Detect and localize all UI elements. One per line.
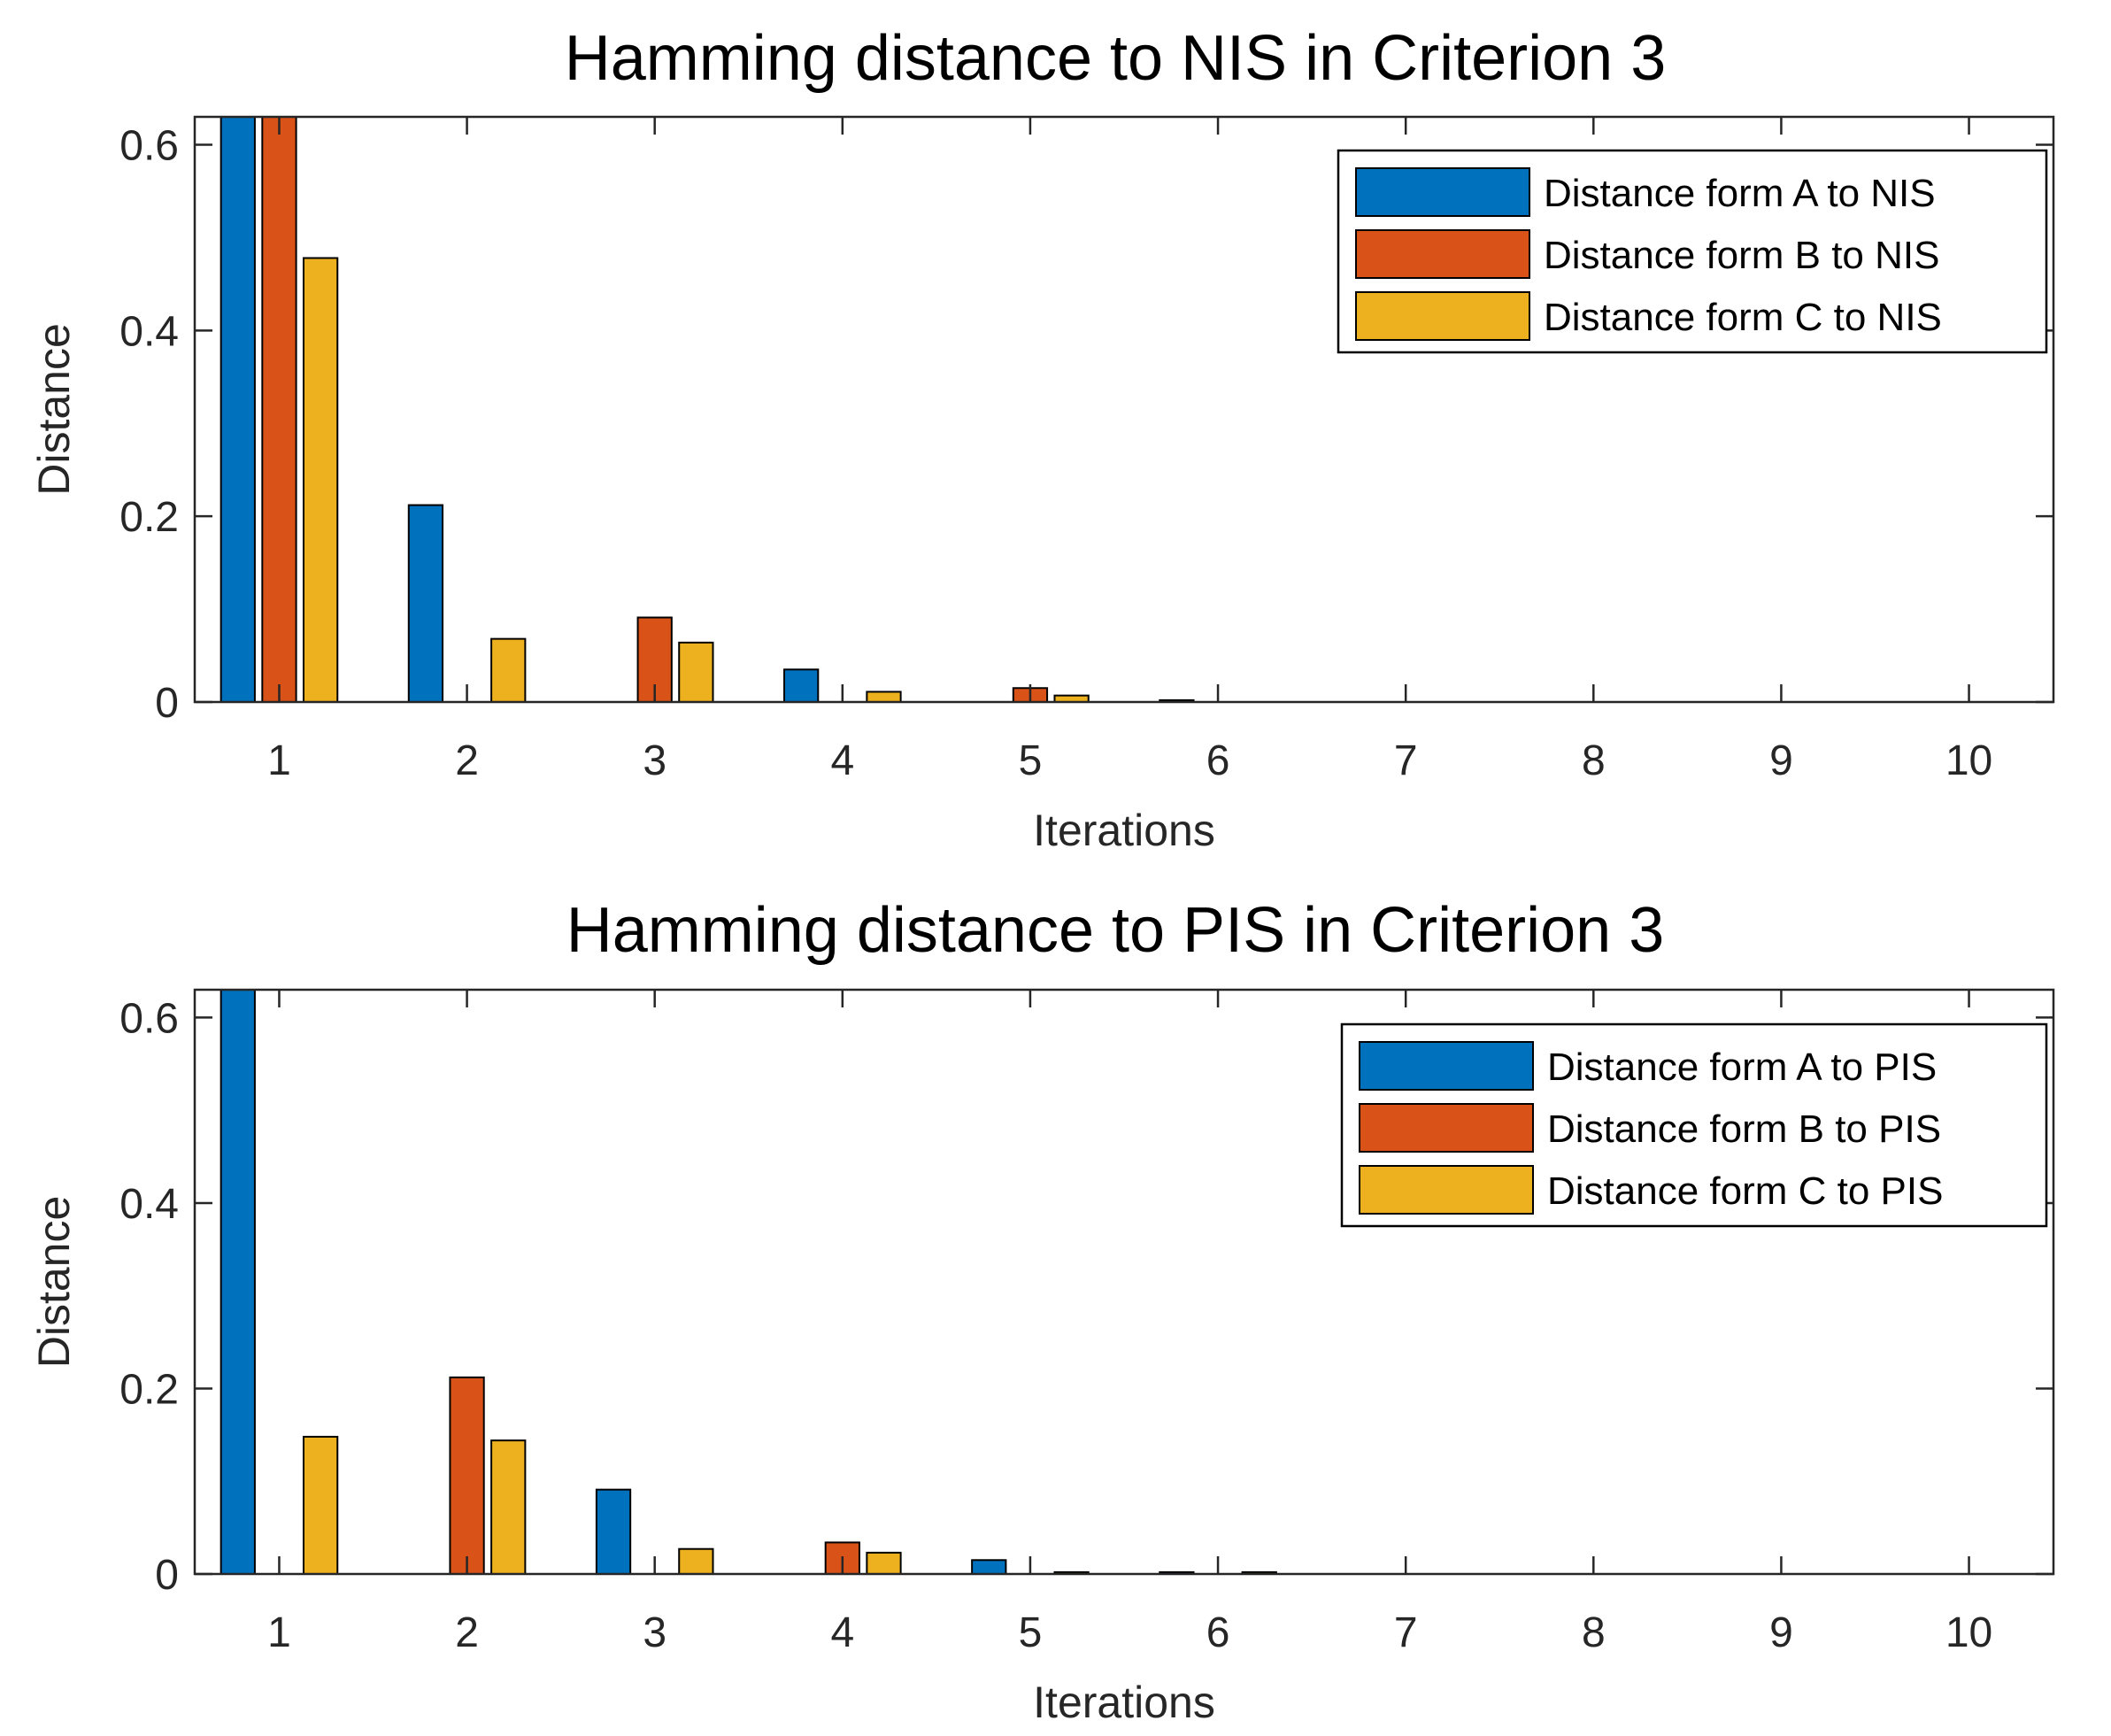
legend: Distance form A to PIS Distance form B to… [1340,1022,2048,1228]
bar-C-iter-5 [1053,694,1090,702]
subplot-1: 0 0.2 0.4 0.6 1 2 3 4 5 6 7 8 9 10 Hamming distance to… [29,23,2055,855]
y-tick-label: 0 [155,680,179,727]
legend-swatch-A [1359,1041,1534,1091]
x-tick-label: 2 [455,1609,479,1656]
bar-C-iter-4 [866,1551,902,1574]
axes-box [193,115,2055,704]
legend-label-C: Distance form C to PIS [1547,1169,1943,1213]
bar-C-iter-3 [678,1547,714,1574]
x-tick-label: 7 [1394,1609,1418,1656]
subplot-2: 0 0.2 0.4 0.6 1 2 3 4 5 6 7 8 9 10 Hamming distance to… [29,895,2055,1727]
bar-C-iter-1 [302,1435,339,1574]
legend-swatch-B [1359,1103,1534,1153]
legend-label-A: Distance form A to PIS [1547,1045,1937,1089]
x-tick-label: 6 [1206,737,1230,784]
legend-label-C: Distance form C to NIS [1544,296,1942,339]
y-tick-label: 0.6 [119,995,179,1042]
x-tick-label: 4 [830,737,854,784]
x-tick-label: 8 [1582,1609,1606,1656]
legend-swatch-A [1355,167,1530,217]
x-tick-label: 10 [1945,737,1992,784]
bar-A-iter-3 [595,1488,632,1574]
y-tick-label: 0.6 [119,122,179,169]
bar-B-iter-2 [449,1376,485,1574]
bar-C-iter-4 [866,691,902,702]
y-tick-label: 0.4 [119,1181,179,1228]
bar-A-iter-1 [220,990,256,1574]
x-tick-label: 9 [1769,737,1793,784]
legend-label-B: Distance form B to PIS [1547,1107,1941,1151]
bar-B-iter-1 [261,117,297,702]
chart-title: Hamming distance to NIS in Criterion 3 [565,23,1667,94]
legend-swatch-C [1359,1165,1534,1215]
x-tick-label: 4 [830,1609,854,1656]
y-tick-label: 0.2 [119,1366,179,1413]
legend-swatch-C [1355,291,1530,341]
bar-A-iter-4 [783,668,820,702]
x-tick-label: 6 [1206,1609,1230,1656]
bar-A-iter-1 [220,117,256,702]
bars [220,117,1195,702]
x-tick-label: 5 [1019,1609,1043,1656]
bar-C-iter-3 [678,641,714,702]
x-tick-label: 3 [643,737,666,784]
x-tick-label: 10 [1945,1609,1992,1656]
chart-title: Hamming distance to PIS in Criterion 3 [566,895,1665,966]
x-axis-label: Iterations [1033,806,1215,855]
bar-C-iter-1 [302,257,339,702]
x-tick-label: 2 [455,737,479,784]
y-tick-label: 0.2 [119,494,179,541]
y-tick-label: 0 [155,1552,179,1599]
x-tick-label: 1 [267,1609,291,1656]
bars [220,990,1277,1574]
x-tick-label: 8 [1582,737,1606,784]
legend-label-B: Distance form B to NIS [1544,234,1939,277]
bar-C-iter-2 [490,637,527,702]
bar-C-iter-2 [490,1439,527,1574]
legend-label-A: Distance form A to NIS [1544,172,1936,215]
x-tick-label: 9 [1769,1609,1793,1656]
legend: Distance form A to NIS Distance form B to… [1337,149,2048,354]
axes-box [193,988,2055,1576]
x-tick-label: 7 [1394,737,1418,784]
x-axis-label: Iterations [1033,1678,1215,1727]
bar-A-iter-5 [971,1559,1007,1574]
legend-swatch-B [1355,229,1530,279]
x-tick-label: 1 [267,737,291,784]
y-tick-label: 0.4 [119,308,179,355]
y-axis-label: Distance [29,323,79,496]
x-tick-label: 5 [1019,737,1043,784]
x-tick-label: 3 [643,1609,666,1656]
y-axis-label: Distance [29,1196,79,1369]
bar-A-iter-2 [407,504,444,702]
